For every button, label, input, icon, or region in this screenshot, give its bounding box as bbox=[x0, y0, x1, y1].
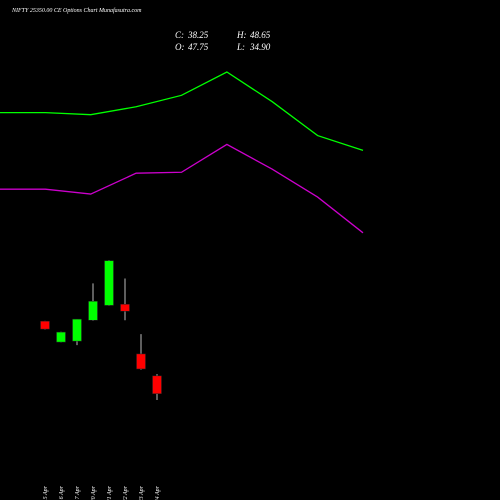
candle-body bbox=[152, 375, 162, 394]
line-series bbox=[0, 71, 364, 152]
x-tick-label: 17 Apr bbox=[75, 485, 81, 500]
chart-title: NIFTY 25350.00 CE Options Chart Munafasu… bbox=[11, 7, 142, 14]
line-series bbox=[0, 143, 364, 234]
x-tick-label: 21 Apr bbox=[107, 485, 113, 500]
x-tick-label: 24 Apr bbox=[154, 485, 161, 500]
candle-body bbox=[104, 260, 114, 306]
ohlc-value: 47.75 bbox=[188, 42, 209, 52]
ohlc-label: C: bbox=[175, 30, 184, 40]
candle-body bbox=[56, 331, 66, 343]
candle-body bbox=[40, 320, 50, 330]
candle-body bbox=[120, 304, 130, 312]
x-tick-label: 22 Apr bbox=[123, 485, 129, 500]
ohlc-label: O: bbox=[175, 42, 185, 52]
x-tick-label: 16 Apr bbox=[59, 485, 65, 500]
candle-body bbox=[136, 353, 146, 370]
x-tick-label: 23 Apr bbox=[139, 485, 145, 500]
x-tick-label: 20 Apr bbox=[91, 485, 97, 500]
x-tick-label: 15 Apr bbox=[43, 485, 49, 500]
candle-body bbox=[88, 301, 98, 321]
candle-body bbox=[72, 318, 82, 342]
ohlc-value: 38.25 bbox=[187, 30, 209, 40]
ohlc-label: H: bbox=[236, 30, 247, 40]
ohlc-value: 34.90 bbox=[249, 42, 271, 52]
ohlc-label: L: bbox=[236, 42, 245, 52]
ohlc-value: 48.65 bbox=[250, 30, 271, 40]
